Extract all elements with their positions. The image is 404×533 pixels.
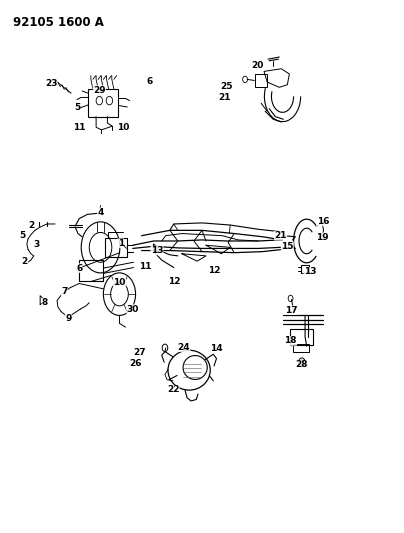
Text: 9: 9 [65, 314, 72, 323]
Bar [292, 344, 309, 352]
Text: 30: 30 [126, 304, 139, 313]
Text: 21: 21 [274, 231, 287, 240]
Text: 10: 10 [117, 123, 130, 132]
Text: 25: 25 [220, 82, 232, 91]
Bar [301, 265, 309, 273]
Text: 28: 28 [296, 360, 308, 369]
Text: 16: 16 [316, 217, 329, 226]
Text: 13: 13 [304, 268, 316, 276]
Bar [105, 238, 127, 257]
Text: 6: 6 [76, 264, 82, 272]
Text: 14: 14 [210, 344, 223, 353]
Text: 92105 1600 A: 92105 1600 A [13, 15, 104, 29]
Bar [88, 89, 118, 117]
Text: 5: 5 [74, 102, 80, 111]
Text: 3: 3 [34, 240, 40, 249]
Text: 20: 20 [251, 61, 264, 70]
Text: 24: 24 [178, 343, 190, 352]
Text: 18: 18 [284, 336, 297, 345]
Text: 4: 4 [97, 208, 104, 217]
Text: 19: 19 [316, 233, 329, 242]
Text: 13: 13 [151, 246, 163, 255]
Text: 22: 22 [167, 385, 179, 394]
Bar [290, 329, 313, 345]
Text: 6: 6 [147, 77, 153, 86]
Text: 17: 17 [285, 305, 298, 314]
Text: 5: 5 [20, 231, 26, 240]
Text: 15: 15 [281, 242, 294, 251]
Text: 23: 23 [45, 78, 57, 87]
Text: 2: 2 [22, 257, 28, 265]
Text: 11: 11 [73, 123, 86, 132]
Text: 21: 21 [218, 93, 230, 102]
Text: 8: 8 [42, 298, 48, 307]
Text: 27: 27 [133, 348, 146, 357]
Text: 29: 29 [93, 85, 106, 94]
Bar [79, 260, 103, 281]
Text: 7: 7 [61, 287, 67, 296]
Text: 1: 1 [118, 239, 124, 248]
Text: 26: 26 [129, 359, 142, 368]
Text: 11: 11 [139, 262, 151, 271]
Text: 10: 10 [113, 278, 126, 287]
Text: 2: 2 [28, 221, 34, 230]
Text: 12: 12 [208, 266, 220, 275]
Text: 12: 12 [168, 277, 180, 286]
